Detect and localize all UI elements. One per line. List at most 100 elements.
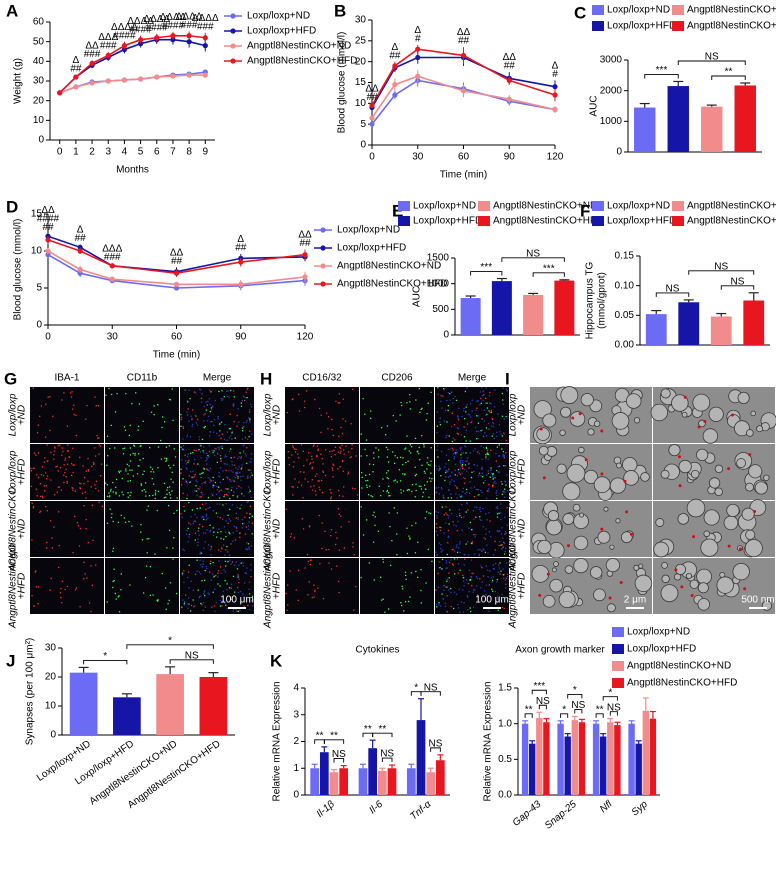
texture xyxy=(33,605,35,607)
texture xyxy=(235,467,237,469)
texture xyxy=(186,529,188,532)
texture xyxy=(454,439,456,441)
texture xyxy=(562,513,575,525)
texture xyxy=(332,434,334,437)
texture xyxy=(208,477,210,479)
texture xyxy=(216,536,218,538)
texture xyxy=(37,424,39,426)
texture xyxy=(36,495,38,497)
texture xyxy=(342,459,344,462)
texture xyxy=(95,564,97,566)
texture xyxy=(495,507,497,509)
texture xyxy=(80,483,82,485)
texture xyxy=(95,487,97,490)
texture xyxy=(454,463,457,465)
texture xyxy=(231,431,234,433)
texture xyxy=(409,596,411,598)
texture xyxy=(462,487,464,490)
texture xyxy=(404,448,406,450)
texture xyxy=(220,572,222,574)
texture xyxy=(458,494,460,496)
texture xyxy=(43,485,45,487)
significance-bracket xyxy=(574,709,583,714)
texture xyxy=(400,456,402,459)
texture xyxy=(623,479,627,483)
y-tick-label: 0.5 xyxy=(498,754,512,765)
texture xyxy=(737,391,750,405)
texture xyxy=(503,542,506,545)
texture xyxy=(486,544,488,546)
texture xyxy=(308,581,310,583)
texture xyxy=(423,484,426,486)
texture xyxy=(139,459,141,461)
texture xyxy=(446,595,448,597)
texture xyxy=(426,468,428,470)
texture xyxy=(311,458,313,460)
texture xyxy=(460,601,462,603)
texture xyxy=(202,609,205,611)
texture xyxy=(111,393,113,396)
texture xyxy=(58,486,61,488)
texture xyxy=(182,426,184,428)
texture xyxy=(460,516,463,519)
texture xyxy=(129,584,131,586)
data-point xyxy=(173,285,180,291)
texture xyxy=(482,526,484,528)
texture xyxy=(132,475,135,477)
texture xyxy=(221,390,223,392)
micrograph-bg xyxy=(285,558,359,614)
texture xyxy=(238,578,240,580)
texture xyxy=(131,525,133,527)
texture xyxy=(611,412,630,430)
y-tick-label: 15 xyxy=(355,77,367,88)
legend-swatch xyxy=(672,21,684,31)
texture xyxy=(456,515,458,518)
texture xyxy=(409,444,411,446)
texture xyxy=(200,496,203,498)
texture xyxy=(209,506,211,508)
texture xyxy=(204,480,207,483)
significance-label: ** xyxy=(725,67,733,78)
texture xyxy=(485,397,487,400)
texture xyxy=(495,492,497,494)
texture xyxy=(206,529,208,531)
texture xyxy=(661,561,669,569)
texture xyxy=(188,536,190,538)
texture xyxy=(219,446,221,448)
texture xyxy=(485,447,488,450)
texture xyxy=(475,516,477,518)
bar xyxy=(426,772,436,795)
data-point xyxy=(186,39,192,45)
texture xyxy=(495,482,497,485)
texture xyxy=(479,508,481,511)
micrograph xyxy=(285,501,359,557)
bar xyxy=(607,722,614,795)
micrograph xyxy=(360,501,434,557)
bar xyxy=(564,736,571,795)
texture xyxy=(335,565,338,567)
texture xyxy=(227,477,229,479)
texture xyxy=(322,471,324,473)
texture xyxy=(448,459,450,461)
texture xyxy=(247,387,249,390)
legend-label: Loxp/loxp+HFD xyxy=(247,26,316,37)
texture xyxy=(467,540,469,543)
texture xyxy=(454,484,456,487)
texture xyxy=(408,450,411,452)
texture xyxy=(232,403,235,405)
texture xyxy=(456,544,458,546)
texture xyxy=(361,476,363,478)
texture xyxy=(483,549,485,551)
texture xyxy=(223,463,225,465)
texture xyxy=(217,572,219,575)
texture xyxy=(497,598,499,600)
micrograph xyxy=(435,387,509,443)
texture xyxy=(307,560,309,563)
texture xyxy=(342,470,344,473)
texture xyxy=(234,564,236,567)
texture xyxy=(496,596,499,598)
texture xyxy=(486,402,488,404)
texture xyxy=(716,576,734,594)
texture xyxy=(206,458,208,460)
texture xyxy=(249,418,251,420)
